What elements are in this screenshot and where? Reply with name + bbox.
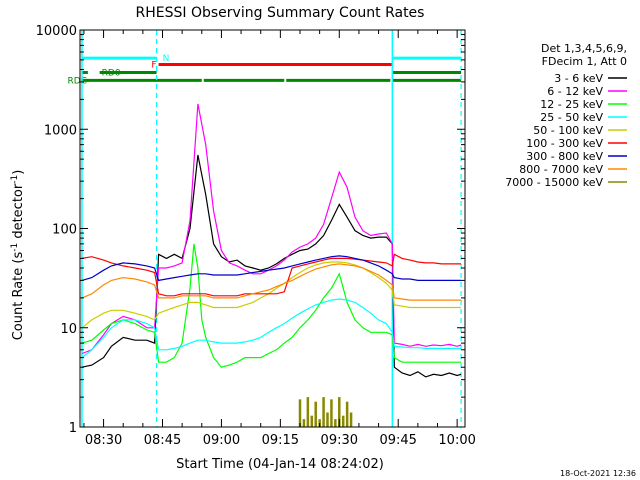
series-line-800-7000 — [81, 263, 462, 301]
legend-header-line-1: Det 1,3,4,5,6,9, — [541, 42, 627, 55]
x-tick-label-1000: 10:00 — [438, 433, 475, 448]
flag-label-rd0: RD0 — [102, 68, 121, 78]
flag-label-n: N — [163, 54, 170, 64]
y-tick-label-10: 10 — [60, 322, 77, 337]
chart-title: RHESSI Observing Summary Count Rates — [136, 5, 425, 21]
series-line-6-12 — [81, 103, 462, 355]
y-axis-label-main: Count Rate (s — [11, 252, 26, 341]
observing-flags: NF RD0 RDC — [67, 54, 462, 86]
y-axis-label-sup1: -1 — [10, 243, 20, 252]
timestamp: 18-Oct-2021 12:36 — [560, 469, 636, 478]
legend-header-line-2: FDecim 1, Att 0 — [542, 55, 627, 68]
series-line-3-6 — [81, 154, 462, 378]
legend-label-3: 25 - 50 keV — [540, 111, 603, 124]
legend-label-0: 3 - 6 keV — [554, 72, 603, 85]
legend-label-6: 300 - 800 keV — [526, 150, 603, 163]
legend-label-7: 800 - 7000 keV — [519, 163, 603, 176]
y-axis-label-sup2: -1 — [10, 175, 20, 184]
legend-label-8: 7000 - 15000 keV — [505, 176, 603, 189]
legend: Det 1,3,4,5,6,9, FDecim 1, Att 0 3 - 6 k… — [505, 42, 627, 189]
y-axis-label-end: ) — [11, 170, 26, 175]
series-line-100-300 — [81, 253, 462, 297]
flag-label-f: F — [151, 61, 156, 71]
x-axis-label: Start Time (04-Jan-14 08:24:02) — [176, 457, 384, 472]
x-tick-label-0915: 09:15 — [262, 433, 299, 448]
series-line-12-25 — [81, 243, 462, 368]
legend-label-5: 100 - 300 keV — [526, 137, 603, 150]
y-tick-label-100: 100 — [52, 223, 77, 238]
y-axis: 1 10 100 1000 10000 — [36, 24, 465, 436]
y-tick-label-1: 1 — [69, 421, 77, 436]
y-axis-label-mid: detector — [11, 183, 26, 243]
y-axis-label: Count Rate (s-1 detector-1) — [10, 170, 26, 341]
series-line-300-800 — [81, 255, 462, 282]
plot-area: NF RD0 RDC 1 10 100 1000 10000 08:30 08:45 09:00… — [36, 24, 476, 448]
x-tick-label-0930: 09:30 — [321, 433, 358, 448]
x-tick-label-0845: 08:45 — [144, 433, 181, 448]
series-layer — [81, 103, 462, 427]
legend-label-1: 6 - 12 keV — [547, 85, 603, 98]
x-tick-label-0900: 09:00 — [203, 433, 240, 448]
x-tick-label-0830: 08:30 — [85, 433, 122, 448]
flag-label-rdc: RDC — [67, 76, 86, 86]
y-tick-label-10000: 10000 — [36, 24, 77, 39]
x-axis: 08:30 08:45 09:00 09:15 09:30 09:45 10:00 — [83, 30, 476, 448]
legend-label-4: 50 - 100 keV — [533, 124, 603, 137]
x-tick-label-0945: 09:45 — [379, 433, 416, 448]
y-tick-label-1000: 1000 — [44, 123, 77, 138]
legend-label-2: 12 - 25 keV — [540, 98, 603, 111]
series-line-25-50 — [81, 298, 462, 359]
